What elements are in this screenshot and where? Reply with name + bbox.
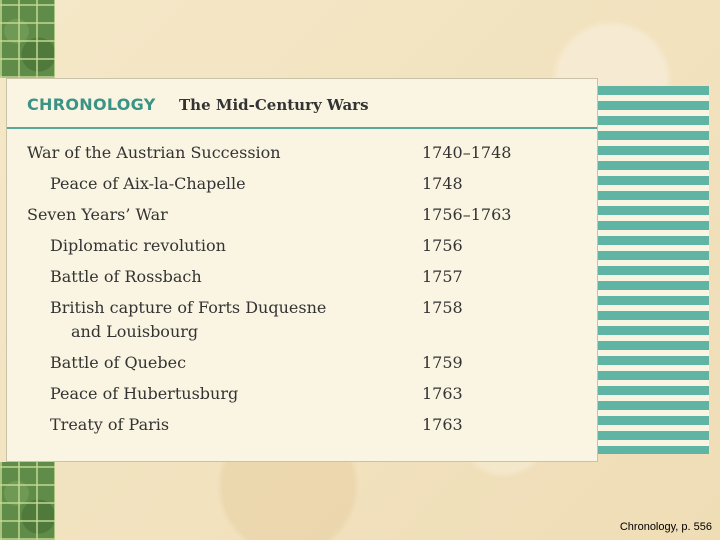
- event-year: 1763: [422, 384, 463, 403]
- event-name: Peace of Aix-la-Chapelle: [50, 174, 246, 193]
- event-year: 1763: [422, 415, 463, 434]
- event-name: Diplomatic revolution: [50, 236, 226, 255]
- decorative-stripes: [596, 86, 709, 454]
- event-name: Battle of Rossbach: [50, 267, 202, 286]
- chronology-label: CHRONOLOGY: [27, 95, 156, 114]
- event-year: 1748: [422, 174, 463, 193]
- page-title: The Mid-Century Wars: [179, 96, 369, 114]
- event-name: Seven Years’ War: [27, 205, 168, 224]
- event-name: Treaty of Paris: [50, 415, 170, 434]
- mosaic-tile-bottom: [0, 462, 55, 540]
- event-name: Battle of Quebec: [50, 353, 187, 372]
- event-name-continuation: and Louisbourg: [71, 322, 199, 341]
- event-year: 1757: [422, 267, 463, 286]
- decorative-left-strip: [0, 0, 55, 540]
- event-name: British capture of Forts Duquesne: [50, 298, 327, 317]
- page-caption: Chronology, p. 556: [619, 521, 712, 533]
- event-year: 1756–1763: [422, 205, 512, 224]
- event-year: 1756: [422, 236, 463, 255]
- chronology-card: CHRONOLOGY The Mid-Century Wars War of t…: [6, 78, 598, 462]
- chronology-header: CHRONOLOGY The Mid-Century Wars: [7, 79, 597, 129]
- event-year: 1758: [422, 298, 463, 317]
- event-name: Peace of Hubertusburg: [50, 384, 239, 403]
- event-name: War of the Austrian Succession: [27, 143, 281, 162]
- event-year: 1740–1748: [422, 143, 512, 162]
- mosaic-tile-top: [0, 0, 55, 78]
- event-year: 1759: [422, 353, 463, 372]
